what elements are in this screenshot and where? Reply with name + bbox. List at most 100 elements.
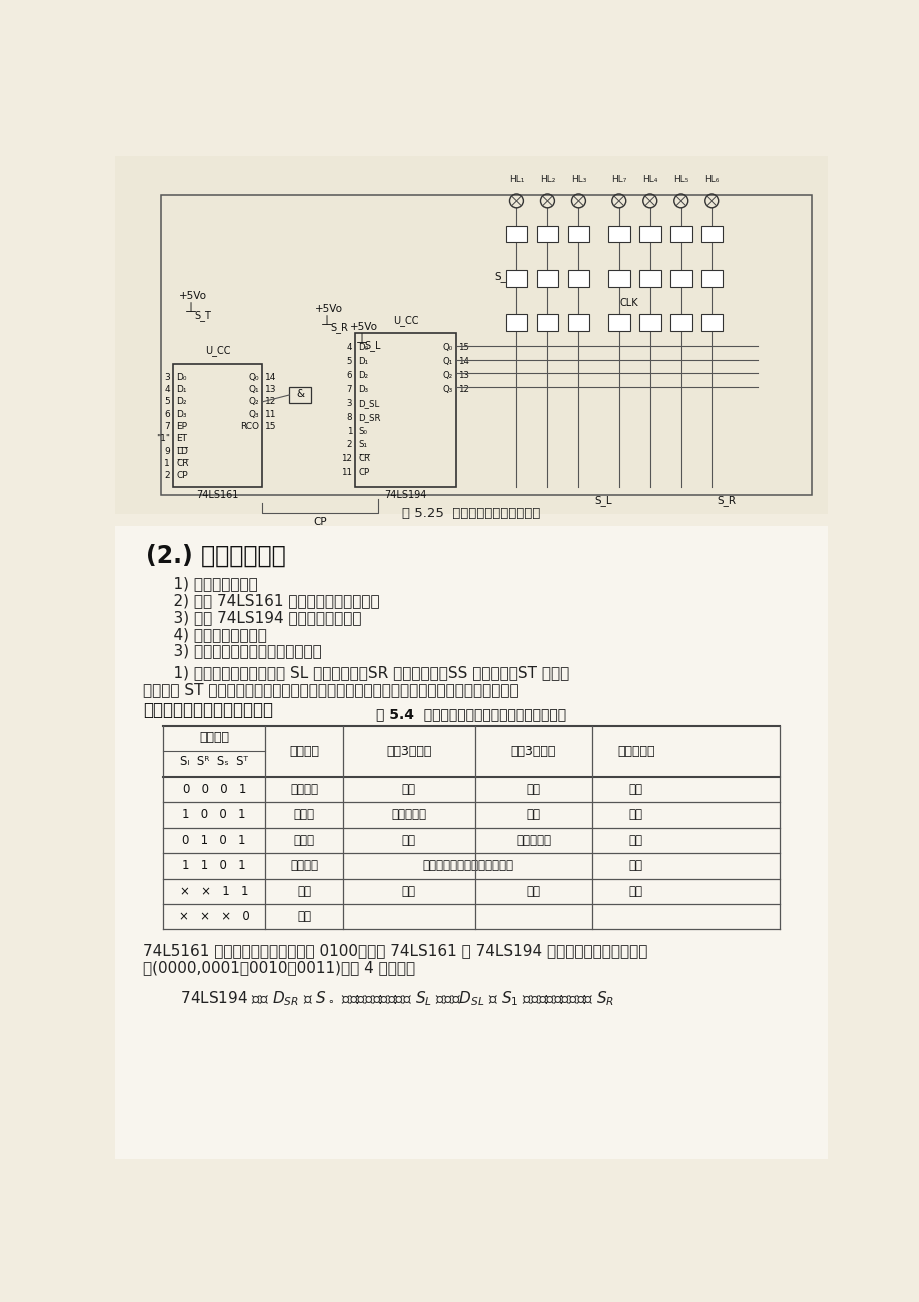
Text: 5: 5 <box>346 357 352 366</box>
Text: 灯灭: 灯灭 <box>628 833 642 846</box>
Text: &: & <box>645 318 652 328</box>
Text: S_R: S_R <box>717 495 736 506</box>
Text: 3: 3 <box>165 372 170 381</box>
Text: 1: 1 <box>165 460 170 467</box>
Text: HL₂: HL₂ <box>539 174 554 184</box>
Text: 灯灭: 灯灭 <box>402 783 415 796</box>
Text: D_SL: D_SL <box>358 398 380 408</box>
Text: 4) 整体电路的调试。: 4) 整体电路的调试。 <box>153 626 267 642</box>
Text: 灯灭: 灯灭 <box>402 833 415 846</box>
Bar <box>536 271 558 288</box>
Text: 2) 调试 74LS161 组成的四进制计数器。: 2) 调试 74LS161 组成的四进制计数器。 <box>153 592 379 608</box>
Bar <box>567 271 589 288</box>
Text: 所有尾灯按一定频率同时亮灭: 所有尾灯按一定频率同时亮灭 <box>422 859 513 872</box>
Text: &: & <box>615 275 621 283</box>
Text: &: & <box>707 318 715 328</box>
Text: "1": "1" <box>156 435 170 443</box>
Bar <box>567 314 589 331</box>
Text: +5Vo: +5Vo <box>349 322 378 332</box>
Text: 图 5.25  汽车尾灯控制电路原理图: 图 5.25 汽车尾灯控制电路原理图 <box>402 506 540 519</box>
Text: &: & <box>574 318 582 328</box>
Bar <box>700 271 721 288</box>
Text: 灯灭: 灯灭 <box>628 884 642 897</box>
Bar <box>700 314 721 331</box>
Text: 6: 6 <box>165 410 170 419</box>
Bar <box>700 225 721 242</box>
Bar <box>162 195 811 495</box>
Text: D₀: D₀ <box>358 344 369 353</box>
Text: D₀: D₀ <box>176 372 187 381</box>
Text: 13: 13 <box>458 371 469 380</box>
Bar <box>289 387 311 402</box>
Text: 5: 5 <box>165 397 170 406</box>
Text: C̅R̅: C̅R̅ <box>176 460 188 467</box>
Text: 11: 11 <box>265 410 276 419</box>
Text: 运行状态: 运行状态 <box>289 745 319 758</box>
Text: 14: 14 <box>458 357 469 366</box>
Text: 12: 12 <box>341 454 352 464</box>
Text: 1   1   0   1: 1 1 0 1 <box>182 859 245 872</box>
Text: S_L: S_L <box>364 340 380 352</box>
Bar <box>536 225 558 242</box>
Text: HL₄: HL₄ <box>641 174 657 184</box>
Text: HL₅: HL₅ <box>673 174 687 184</box>
Text: 74LS161: 74LS161 <box>197 491 239 500</box>
Text: 74LS194: 74LS194 <box>384 491 426 500</box>
Text: 停车: 停车 <box>297 910 311 923</box>
Text: 汽车运行状态的关系表如下：: 汽车运行状态的关系表如下： <box>142 700 273 719</box>
Text: &: & <box>296 389 304 400</box>
Text: 紧急闪烁灯: 紧急闪烁灯 <box>617 745 653 758</box>
Text: HL₁: HL₁ <box>508 174 524 184</box>
Text: 2: 2 <box>346 440 352 449</box>
Text: C̅R̅: C̅R̅ <box>358 454 370 464</box>
Text: 灯灭: 灯灭 <box>526 783 540 796</box>
Text: 3) 调试 74LS194 组成的移位电路。: 3) 调试 74LS194 组成的移位电路。 <box>153 609 361 625</box>
Text: 1   0   0   1: 1 0 0 1 <box>182 809 245 822</box>
Text: 左侧3个尾灯: 左侧3个尾灯 <box>386 745 431 758</box>
Text: S_L: S_L <box>594 495 611 506</box>
Text: 按顺序亮灭: 按顺序亮灭 <box>391 809 425 822</box>
Text: 灯亮: 灯亮 <box>628 859 642 872</box>
Text: CP: CP <box>313 517 327 526</box>
Text: Q₂: Q₂ <box>442 371 452 380</box>
Text: 4: 4 <box>165 385 170 395</box>
Text: 3: 3 <box>346 398 352 408</box>
Text: &: & <box>614 318 622 328</box>
Text: &: & <box>574 229 582 240</box>
Text: 按顺序亮灭: 按顺序亮灭 <box>516 833 550 846</box>
Text: HL₃: HL₃ <box>570 174 585 184</box>
Text: 0   1   0   1: 0 1 0 1 <box>182 833 245 846</box>
Text: &: & <box>543 229 550 240</box>
Text: Q₀: Q₀ <box>442 344 452 353</box>
Text: 刹车: 刹车 <box>297 884 311 897</box>
Text: &: & <box>543 318 550 328</box>
Text: S₁: S₁ <box>358 440 367 449</box>
Text: 开关变量: 开关变量 <box>199 732 229 745</box>
Text: ET: ET <box>176 435 187 443</box>
Text: ×   ×   ×   0: × × × 0 <box>178 910 249 923</box>
Text: 15: 15 <box>458 344 469 353</box>
Text: CP: CP <box>176 471 187 480</box>
Text: 灯灭: 灯灭 <box>628 783 642 796</box>
Text: 8: 8 <box>346 413 352 422</box>
Text: U_CC: U_CC <box>392 315 418 326</box>
Text: ≥1: ≥1 <box>674 275 686 283</box>
Text: 左转弯: 左转弯 <box>293 809 314 822</box>
Text: RCO: RCO <box>240 422 259 431</box>
Text: 右侧3个尾灯: 右侧3个尾灯 <box>510 745 556 758</box>
Text: 紧急状态: 紧急状态 <box>289 859 318 872</box>
Text: Q₀: Q₀ <box>248 372 259 381</box>
Text: 9: 9 <box>165 447 170 456</box>
Bar <box>638 225 660 242</box>
Text: &: & <box>676 318 684 328</box>
Text: ⊥: ⊥ <box>321 314 333 328</box>
Text: ≥1: ≥1 <box>704 275 718 283</box>
Text: ⊥: ⊥ <box>355 332 367 346</box>
Text: CLK: CLK <box>618 298 638 309</box>
Bar <box>607 225 629 242</box>
Text: Q₁: Q₁ <box>248 385 259 395</box>
Text: Sₗ  Sᴿ  Sₛ  Sᵀ: Sₗ Sᴿ Sₛ Sᵀ <box>180 755 248 768</box>
Text: ≥1: ≥1 <box>540 275 553 283</box>
Bar <box>567 225 589 242</box>
Text: 灯灭: 灯灭 <box>526 809 540 822</box>
